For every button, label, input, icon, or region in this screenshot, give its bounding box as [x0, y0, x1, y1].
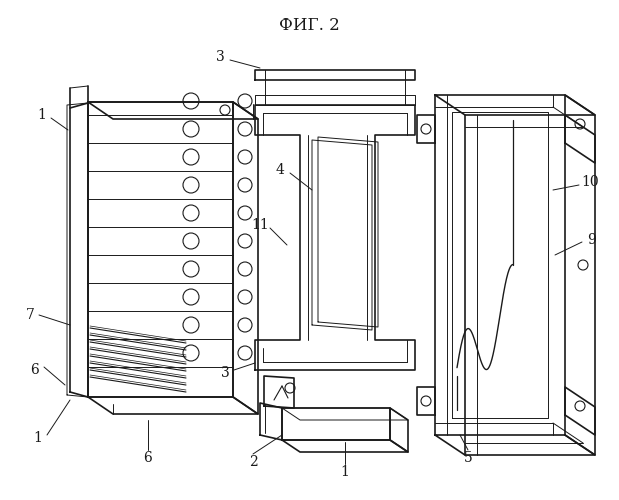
Text: 11: 11 [251, 218, 269, 232]
Text: 5: 5 [464, 451, 472, 465]
Text: 4: 4 [275, 163, 285, 177]
Text: 1: 1 [38, 108, 46, 122]
Text: 9: 9 [587, 233, 596, 247]
Text: 3: 3 [215, 50, 224, 64]
Text: 6: 6 [144, 451, 152, 465]
Text: 10: 10 [581, 175, 599, 189]
Text: 1: 1 [340, 465, 350, 479]
Text: 3: 3 [220, 366, 230, 380]
Text: 1: 1 [33, 431, 43, 445]
Text: 7: 7 [25, 308, 35, 322]
Text: ФИГ. 2: ФИГ. 2 [279, 16, 339, 34]
Text: 2: 2 [249, 455, 258, 469]
Text: 6: 6 [30, 363, 40, 377]
